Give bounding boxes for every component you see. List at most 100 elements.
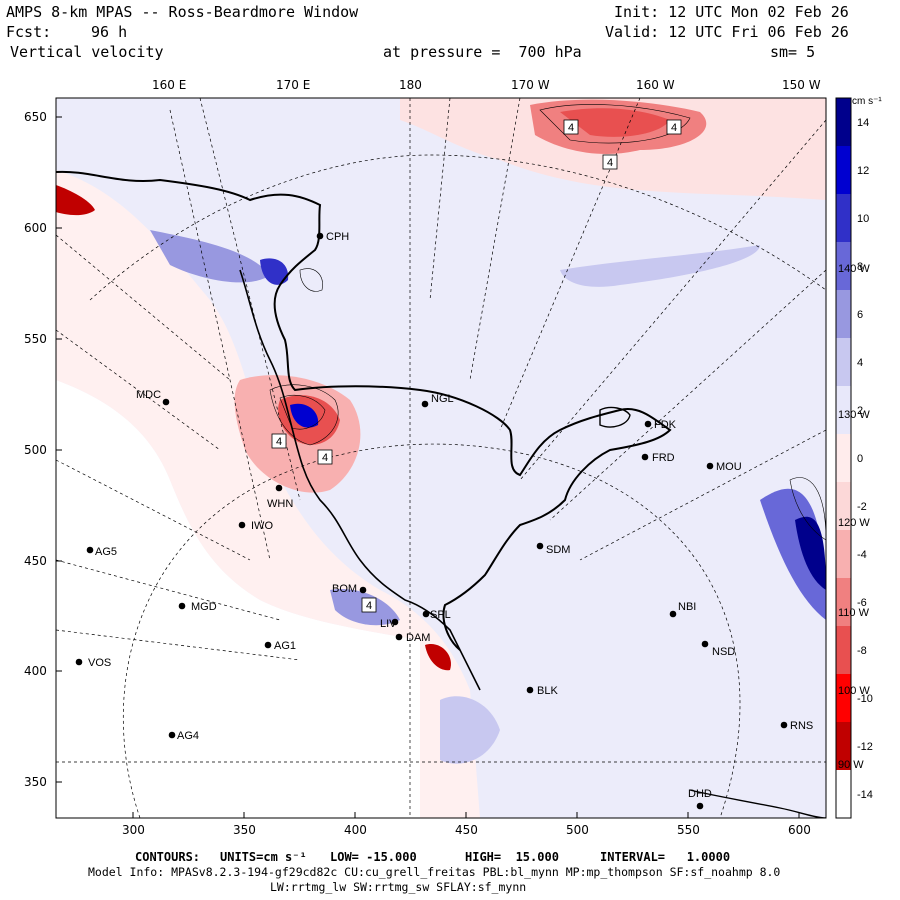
field-name: Vertical velocity <box>10 43 164 61</box>
lon-label-right: 90 W <box>838 759 864 771</box>
x-tick-label: 500 <box>566 823 589 837</box>
y-tick-label: 650 <box>24 110 47 124</box>
island-outline <box>599 406 631 428</box>
svg-text:MOU: MOU <box>716 461 742 473</box>
contours-units: UNITS=cm s⁻¹ <box>220 850 307 864</box>
svg-text:BLK: BLK <box>537 685 558 697</box>
descent-region <box>150 230 270 283</box>
station-ngl: NGL <box>421 393 454 408</box>
colorbar-tick-label: 4 <box>857 357 863 369</box>
svg-text:MGD: MGD <box>191 601 217 613</box>
colorbar-tick-label: 0 <box>857 453 863 465</box>
svg-text:VOS: VOS <box>88 657 111 669</box>
valid-time: Valid: 12 UTC Fri 06 Feb 26 <box>605 23 849 41</box>
svg-text:AG1: AG1 <box>274 640 296 652</box>
colorbar-tick-label: 2 <box>857 405 863 417</box>
colorbar: -14 -12 -10 -8 -6 -4 -2 0 2 4 6 8 10 12 14 <box>835 97 873 819</box>
station-ag4: AG4 <box>168 730 199 742</box>
contour-lines <box>269 104 826 541</box>
colorbar-tick-label: 14 <box>857 117 869 129</box>
station-bom: BOM <box>332 583 367 595</box>
contour-value: 4 <box>322 452 328 464</box>
contour-value: 4 <box>276 436 282 448</box>
coastal-pink-band <box>56 170 480 818</box>
lon-label-right: 130 W <box>838 409 870 421</box>
y-tick-label: 400 <box>24 664 47 678</box>
lon-label: 180 <box>399 78 422 92</box>
x-tick-label: 550 <box>677 823 700 837</box>
svg-text:DAM: DAM <box>406 632 430 644</box>
colorbar-swatch <box>836 338 851 386</box>
svg-text:BOM: BOM <box>332 583 357 595</box>
svg-text:SDM: SDM <box>546 544 570 556</box>
map-title: AMPS 8-km MPAS -- Ross-Beardmore Window <box>6 3 359 21</box>
station-dhd: DHD <box>688 788 712 810</box>
y-tick-label: 600 <box>24 221 47 235</box>
station-frd: FRD <box>641 452 675 464</box>
contour-markers <box>271 119 682 613</box>
colorbar-tick-label: -14 <box>857 789 873 801</box>
colorbar-swatch <box>836 98 851 146</box>
colorbar-frame <box>835 97 852 819</box>
colorbar-tick-label: -6 <box>857 597 867 609</box>
station-fdk: FDK <box>644 419 677 431</box>
colorbar-swatch <box>836 530 851 578</box>
ascent-edge <box>56 185 95 216</box>
station-liv: LIV <box>380 618 399 630</box>
colorbar-tick-label: 12 <box>857 165 869 177</box>
station-cph: CPH <box>316 231 349 243</box>
colorbar-swatch <box>836 626 851 674</box>
descent-core <box>260 258 289 285</box>
contour-value: 4 <box>607 157 613 169</box>
lon-label: 170 E <box>276 78 311 92</box>
contours-label: CONTOURS: <box>135 850 201 864</box>
contour-value: 4 <box>671 122 677 134</box>
svg-text:NBI: NBI <box>678 601 696 613</box>
colorbar-tick-label: -2 <box>857 501 867 513</box>
lon-label-right: 100 W <box>838 685 870 697</box>
svg-text:IWO: IWO <box>251 520 273 532</box>
colorbar-swatch <box>836 674 851 722</box>
colorbar-swatch <box>836 434 851 482</box>
no-data-region <box>56 380 420 818</box>
colorbar-swatch <box>836 386 851 434</box>
x-tick-label: 600 <box>788 823 811 837</box>
station-mou: MOU <box>706 461 742 473</box>
init-time: Init: 12 UTC Mon 02 Feb 26 <box>614 3 849 21</box>
graticule <box>56 98 826 818</box>
x-tick-label: 400 <box>344 823 367 837</box>
forecast-hour: 96 h <box>91 23 128 41</box>
plot-frame <box>55 97 827 819</box>
colorbar-swatch <box>836 194 851 242</box>
x-tick-label: 300 <box>122 823 145 837</box>
model-info-physics: LW:rrtmg_lw SW:rrtmg_sw SFLAY:sf_mynn <box>270 880 527 894</box>
ascent-core <box>425 644 451 671</box>
contours-interval: INTERVAL= 1.0000 <box>600 850 731 864</box>
colorbar-swatch <box>836 770 851 818</box>
colorbar-tick-label: 10 <box>857 213 869 225</box>
pressure-level: at pressure = 700 hPa <box>383 43 582 61</box>
station-ag5: AG5 <box>86 546 117 558</box>
station-iwo: IWO <box>238 520 273 532</box>
x-tick-label: 350 <box>233 823 256 837</box>
station-whn: WHN <box>267 484 293 510</box>
svg-text:FRD: FRD <box>652 452 675 464</box>
coastline <box>56 170 672 651</box>
y-tick-label: 350 <box>24 775 47 789</box>
axis-ticks <box>56 116 800 818</box>
station-nsd: NSD <box>701 640 735 658</box>
colorbar-swatch <box>836 290 851 338</box>
descent-core <box>290 403 319 428</box>
colorbar-tick-label: 8 <box>857 261 863 273</box>
map-field: 4 4 4 4 4 4 CPH NGL MDC FDK FRD MOU WHN … <box>56 98 826 818</box>
svg-text:SPL: SPL <box>430 609 451 621</box>
colorbar-tick-label: -8 <box>857 645 867 657</box>
contours-low: LOW= -15.000 <box>330 850 417 864</box>
station-nbi: NBI <box>669 601 696 618</box>
colorbar-swatch <box>836 578 851 626</box>
lon-label-right: 120 W <box>838 517 870 529</box>
colorbar-tick-label: -10 <box>857 693 873 705</box>
descent-band <box>560 245 760 287</box>
svg-text:NGL: NGL <box>431 393 454 405</box>
